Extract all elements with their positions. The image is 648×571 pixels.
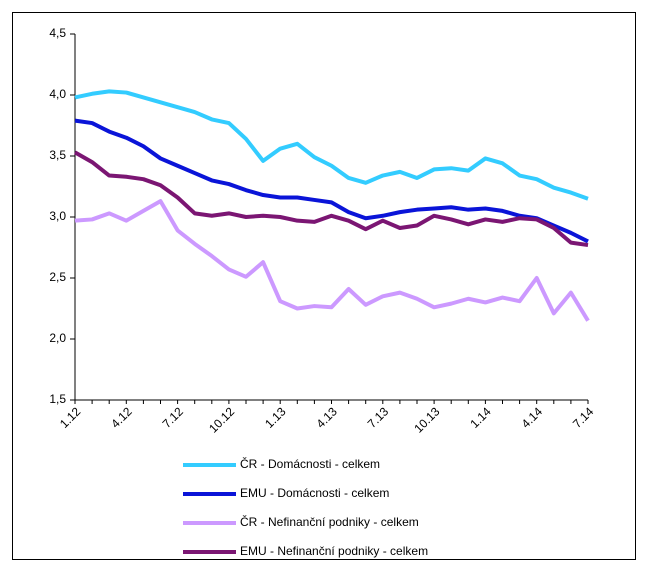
y-tick-label: 4,0 — [49, 87, 66, 101]
x-tick-label: 7.13 — [365, 404, 392, 431]
y-tick-label: 2,0 — [49, 331, 66, 345]
x-tick-label: 1.14 — [467, 404, 494, 431]
x-tick-label: 7.12 — [160, 404, 187, 431]
series-line — [74, 118, 589, 244]
y-tick-label: 3,0 — [49, 209, 66, 223]
x-tick-label: 4.13 — [313, 404, 340, 431]
y-tick-label: 2,5 — [49, 270, 66, 284]
y-tick-label: 1,5 — [49, 392, 66, 406]
x-tick-label: 1.13 — [262, 404, 289, 431]
legend-label: ČR - Domácnosti - celkem — [240, 456, 380, 471]
x-tick-label: 7.14 — [570, 404, 597, 431]
legend-label: EMU - Domácnosti - celkem — [240, 486, 389, 500]
x-tick-label: 4.12 — [108, 404, 135, 431]
x-tick-label: 10.13 — [411, 404, 442, 435]
x-tick-label: 10.12 — [206, 404, 237, 435]
y-tick-label: 4,5 — [49, 26, 66, 40]
y-tick-label: 3,5 — [49, 148, 66, 162]
x-tick-label: 1.12 — [57, 404, 84, 431]
legend-label: EMU - Nefinanční podniky - celkem — [240, 544, 428, 558]
series-line — [74, 199, 590, 322]
series-line — [74, 150, 589, 248]
legend-label: ČR - Nefinanční podniky - celkem — [240, 514, 419, 529]
x-tick-label: 4.14 — [519, 404, 546, 431]
series-line — [74, 89, 589, 201]
chart-frame — [12, 12, 636, 560]
